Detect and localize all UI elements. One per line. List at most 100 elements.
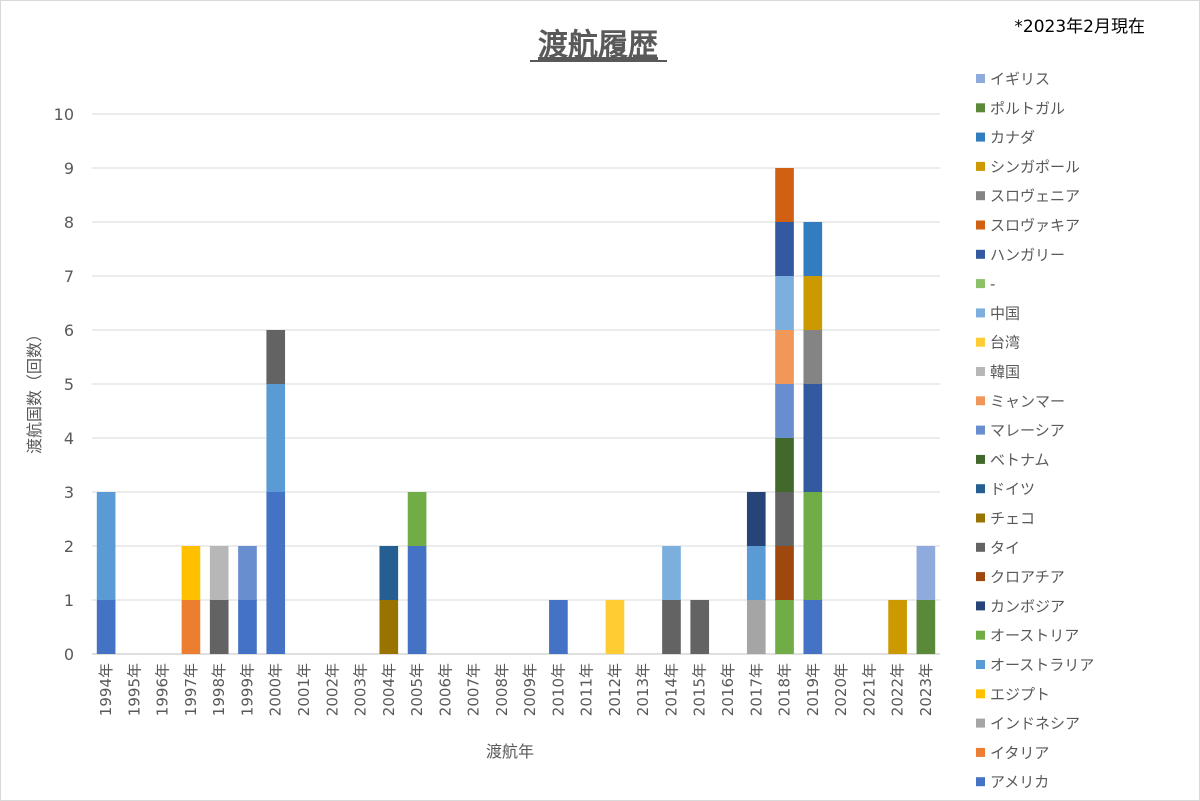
- bar-segment: [775, 276, 794, 330]
- bar-segment: [775, 492, 794, 546]
- bar-segment: [746, 546, 766, 600]
- y-axis-label: 渡航国数（回数）: [25, 326, 44, 454]
- legend-swatch: [976, 337, 985, 347]
- legend-swatch: [976, 249, 985, 259]
- x-tick-label: 2011年: [578, 663, 596, 716]
- legend-swatch: [976, 220, 985, 230]
- x-tick-label: 2003年: [352, 663, 370, 716]
- legend-label: ミャンマー: [990, 392, 1065, 410]
- x-tick-label: 2010年: [549, 663, 567, 716]
- x-tick-label: 2019年: [804, 663, 822, 716]
- legend-swatch: [976, 718, 985, 728]
- legend-swatch: [976, 396, 985, 406]
- legend-swatch: [976, 601, 985, 611]
- y-tick-label: 3: [64, 483, 74, 502]
- bar-segment: [775, 546, 794, 600]
- legend-label: イタリア: [990, 744, 1049, 762]
- bar-segment: [96, 492, 116, 600]
- legend-swatch: [976, 103, 985, 113]
- bar-segment: [746, 492, 766, 546]
- legend-label: エジプト: [990, 685, 1050, 703]
- x-tick-label: 2016年: [719, 663, 737, 716]
- bar-segment: [888, 600, 907, 654]
- x-tick-label: 2006年: [436, 663, 454, 716]
- x-tick-label: 2005年: [408, 663, 426, 716]
- legend-swatch: [976, 279, 985, 289]
- bar-segment: [238, 546, 257, 600]
- bar-segment: [803, 276, 823, 330]
- legend-swatch: [976, 747, 985, 757]
- bar-segment: [775, 384, 794, 438]
- y-tick-label: 4: [64, 429, 74, 448]
- legend-label: シンガポール: [990, 158, 1080, 176]
- bar-segment: [803, 330, 823, 384]
- legend-label: 台湾: [990, 334, 1020, 352]
- bar-segment: [746, 600, 766, 654]
- y-tick-label: 8: [64, 213, 74, 232]
- bar-segment: [407, 546, 427, 654]
- legend-label: インドネシア: [990, 715, 1080, 733]
- bar-segment: [775, 168, 794, 222]
- bar-segment: [266, 330, 286, 384]
- y-tick-label: 9: [64, 159, 74, 178]
- gridlines: [92, 113, 940, 655]
- x-tick-label: 2001年: [295, 663, 313, 716]
- bar-segment: [803, 492, 823, 600]
- legend-swatch: [976, 454, 985, 464]
- legend-swatch: [976, 191, 985, 201]
- bar-segment: [690, 600, 710, 654]
- x-tick-label: 2022年: [889, 663, 907, 716]
- x-tick-label: 2013年: [634, 663, 652, 716]
- chart-title: 渡航履歴: [538, 28, 658, 63]
- legend-label: チェコ: [990, 510, 1035, 528]
- bar-segment: [96, 600, 116, 654]
- bar-stacks: [96, 168, 936, 654]
- legend-swatch: [976, 513, 985, 523]
- bar-segment: [238, 600, 257, 654]
- x-axis-label: 渡航年: [486, 742, 534, 761]
- bar-segment: [775, 330, 794, 384]
- x-tick-label: 1999年: [238, 663, 256, 716]
- legend-label: -: [990, 275, 995, 293]
- bar-segment: [379, 546, 399, 600]
- x-tick-label: 1998年: [210, 663, 228, 716]
- legend-label: カンボジア: [990, 597, 1065, 615]
- legend-swatch: [976, 425, 985, 435]
- legend-label: カナダ: [990, 129, 1035, 147]
- legend-label: マレーシア: [990, 422, 1065, 440]
- date-note: *2023年2月現在: [1014, 17, 1145, 37]
- x-tick-label: 2004年: [380, 663, 398, 716]
- x-tick-label: 1996年: [154, 663, 172, 716]
- x-tick-label: 2002年: [323, 663, 341, 716]
- y-tick-label: 5: [64, 375, 74, 394]
- x-tick-label: 2021年: [860, 663, 878, 716]
- bar-segment: [775, 222, 794, 276]
- legend-swatch: [976, 367, 985, 376]
- x-tick-label: 2023年: [917, 663, 935, 716]
- x-tick-label: 1997年: [182, 663, 200, 716]
- x-tick-label: 2009年: [521, 663, 539, 716]
- bar-segment: [407, 492, 427, 546]
- legend-swatch: [976, 572, 985, 582]
- x-tick-label: 2020年: [832, 663, 850, 716]
- x-tick-label: 2017年: [747, 663, 765, 716]
- bar-segment: [549, 600, 568, 654]
- x-tick-label: 2007年: [465, 663, 483, 716]
- bar-segment: [266, 384, 286, 492]
- bar-segment: [775, 438, 794, 492]
- legend-swatch: [976, 660, 985, 669]
- legend-label: 韓国: [990, 363, 1020, 381]
- legend-label: スロヴァキア: [990, 217, 1080, 235]
- x-tick-label: 2018年: [776, 663, 794, 716]
- legend-label: 中国: [990, 304, 1020, 322]
- y-tick-label: 7: [64, 267, 74, 286]
- bar-segment: [916, 546, 936, 600]
- legend-swatch: [976, 542, 985, 552]
- legend-label: アメリカ: [990, 773, 1049, 791]
- legend-label: ドイツ: [990, 480, 1035, 498]
- legend-label: ハンガリー: [990, 246, 1065, 264]
- legend-swatch: [976, 74, 985, 83]
